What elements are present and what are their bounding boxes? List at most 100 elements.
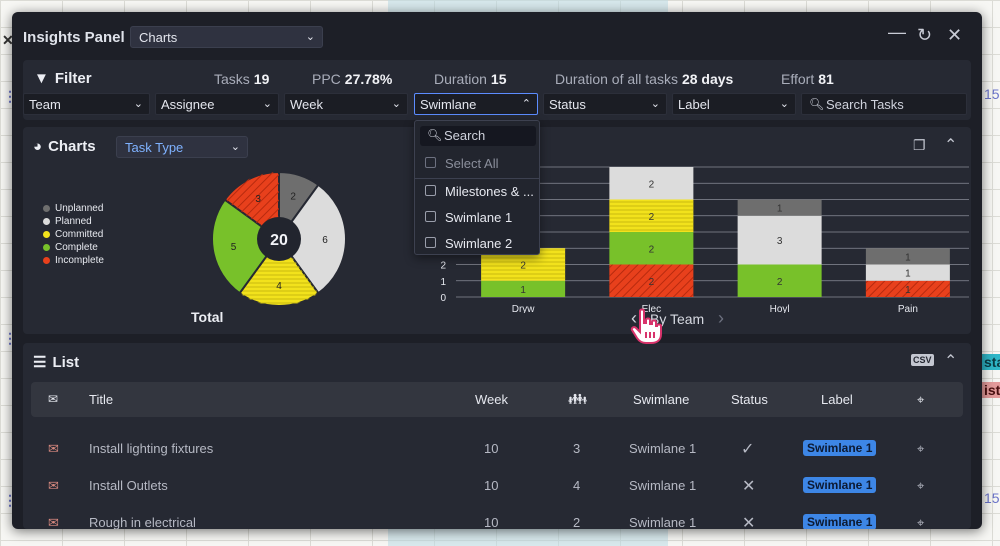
column-status[interactable]: Status — [731, 392, 768, 407]
filter-card: ▼ Filter Tasks 19 PPC 27.78% Duration 15 Dur… — [23, 60, 971, 120]
background-close-icon[interactable]: ✕ — [2, 32, 14, 48]
list-header: ✉ Title Week 👪︎ Swimlane Status Label ⌖ — [31, 382, 963, 417]
panel-titlebar[interactable]: Insights Panel Charts ⌄ ― ↻ ✕ — [12, 12, 982, 58]
chevron-up-icon[interactable]: ⌃ — [944, 353, 958, 370]
task-crew-count: 2 — [573, 515, 581, 529]
location-pin-icon[interactable]: ⌖ — [917, 441, 925, 456]
close-icon[interactable]: ✕ — [947, 25, 963, 45]
column-week[interactable]: Week — [475, 392, 508, 407]
refresh-icon[interactable]: ↻ — [917, 25, 933, 45]
swimlane-select[interactable]: Swimlane ⌃ — [414, 93, 538, 115]
pie-slice-planned[interactable] — [277, 183, 347, 295]
bar-segment-complete[interactable] — [481, 280, 566, 297]
pie-chart-icon: ◕ — [33, 138, 43, 155]
chevron-down-icon: ⌄ — [230, 141, 240, 153]
chevron-down-icon: ⌄ — [391, 98, 401, 110]
group-by-select[interactable]: Task Type ⌄ — [116, 136, 248, 158]
swimlane-search-input[interactable]: 🔍︎ Search — [420, 126, 536, 146]
label-badge: Swimlane 1 — [803, 440, 877, 456]
stat-effort: Effort 81 — [781, 71, 834, 87]
legend-item-unplanned: Unplanned — [43, 203, 103, 214]
task-week: 10 — [484, 515, 499, 529]
option-swimlane-2[interactable]: Swimlane 2 — [425, 236, 512, 251]
column-label[interactable]: Label — [821, 392, 853, 407]
task-type-icon: ✉ — [48, 515, 59, 529]
status-select[interactable]: Status ⌄ — [543, 93, 667, 115]
panel-title: Insights Panel — [23, 29, 125, 46]
team-select[interactable]: Team ⌄ — [23, 93, 150, 115]
pie-slice-label: 2 — [290, 191, 296, 202]
checkbox-icon — [425, 211, 436, 222]
dropdown-divider — [415, 178, 539, 179]
legend-item-committed: Committed — [43, 229, 103, 240]
assignee-select[interactable]: Assignee ⌄ — [155, 93, 279, 115]
task-type-icon: ✉ — [48, 392, 59, 406]
insights-panel: Insights Panel Charts ⌄ ― ↻ ✕ ▼ Filter Ta… — [12, 12, 982, 529]
bar-segment-label: 1 — [777, 204, 783, 215]
location-pin-icon[interactable]: ⌖ — [917, 478, 925, 493]
bar-segment-label: 1 — [905, 252, 911, 263]
location-pin-icon[interactable]: ⌖ — [917, 392, 925, 407]
pie-slice-complete[interactable] — [211, 198, 281, 295]
search-icon: 🔍︎ — [427, 128, 443, 142]
bar-chart: 012Count12Dryw2222Elec231Hoyl111Pain — [416, 166, 969, 313]
bar-segment-label: 1 — [520, 285, 526, 296]
y-tick-label: 0 — [440, 293, 446, 304]
copy-icon[interactable]: ❐ — [913, 137, 926, 153]
column-swimlane[interactable]: Swimlane — [633, 392, 690, 407]
bar-segment-planned[interactable] — [609, 167, 694, 200]
search-tasks-input[interactable]: 🔍︎ Search Tasks — [801, 93, 967, 115]
minimize-icon[interactable]: ― — [888, 22, 906, 42]
table-row[interactable]: ✉ Rough in electrical 10 2 Swimlane 1 ✕ … — [31, 504, 963, 529]
status-x-icon: ✕ — [742, 515, 756, 529]
bar-segment-label: 1 — [905, 269, 911, 280]
chevron-down-icon: ⌄ — [133, 98, 143, 110]
bar-segment-pattern — [609, 264, 694, 297]
bar-segment-planned[interactable] — [737, 215, 822, 265]
stat-total-duration: Duration of all tasks 28 days — [555, 71, 734, 87]
pie-slice-pattern — [239, 239, 319, 306]
bar-segment-complete[interactable] — [737, 264, 822, 298]
table-row[interactable]: ✉ Install Outlets 10 4 Swimlane 1 ✕ Swim… — [31, 467, 963, 504]
checkbox-icon — [425, 157, 436, 168]
pie-caption: Total — [191, 309, 224, 325]
background-cell-text: ist — [982, 382, 1000, 398]
csv-export-icon[interactable]: CSV — [911, 354, 934, 366]
label-select[interactable]: Label ⌄ — [672, 93, 796, 115]
table-row[interactable]: ✉ Install lighting fixtures 10 3 Swimlan… — [31, 430, 963, 467]
list-icon: ☰ — [33, 354, 47, 371]
pie-center — [257, 217, 301, 261]
background-cell-text: 15 — [984, 490, 1000, 506]
background-cell-text: 15 — [984, 86, 1000, 102]
bar-segment-unplanned[interactable] — [737, 199, 822, 216]
list-card: ☰ List CSV ⌃ ✉ Title Week 👪︎ Swimlane Sta… — [23, 343, 971, 529]
filter-icon: ▼ — [34, 70, 49, 87]
view-select[interactable]: Charts ⌄ — [130, 26, 323, 48]
task-title: Rough in electrical — [89, 515, 196, 529]
view-select-value: Charts — [139, 30, 178, 45]
legend-item-planned: Planned — [43, 216, 92, 227]
bar-next-arrow[interactable]: › — [718, 308, 724, 328]
chevron-up-icon[interactable]: ⌃ — [944, 137, 958, 154]
checkbox-icon — [425, 237, 436, 248]
option-milestones[interactable]: Milestones & ... — [425, 184, 534, 199]
column-title[interactable]: Title — [89, 392, 114, 407]
location-pin-icon[interactable]: ⌖ — [917, 515, 925, 529]
select-all-checkbox[interactable]: Select All — [425, 156, 498, 171]
filter-heading: ▼ Filter — [34, 70, 92, 87]
bar-segment-unplanned[interactable] — [865, 248, 950, 265]
bar-prev-arrow[interactable]: ‹ — [631, 308, 637, 328]
task-week: 10 — [484, 441, 499, 456]
week-select[interactable]: Week ⌄ — [284, 93, 408, 115]
bar-segment-complete[interactable] — [609, 232, 694, 265]
task-crew-count: 3 — [573, 441, 581, 456]
pie-slice-label: 3 — [255, 194, 261, 205]
bar-segment-label: 2 — [649, 244, 655, 255]
bar-segment-label: 2 — [649, 277, 655, 288]
label-badge: Swimlane 1 — [803, 477, 877, 493]
bar-segment-planned[interactable] — [865, 264, 950, 281]
people-icon[interactable]: 👪︎ — [568, 391, 588, 408]
search-icon: 🔍︎ — [809, 97, 825, 111]
option-swimlane-1[interactable]: Swimlane 1 — [425, 210, 512, 225]
task-type-icon: ✉ — [48, 478, 59, 493]
